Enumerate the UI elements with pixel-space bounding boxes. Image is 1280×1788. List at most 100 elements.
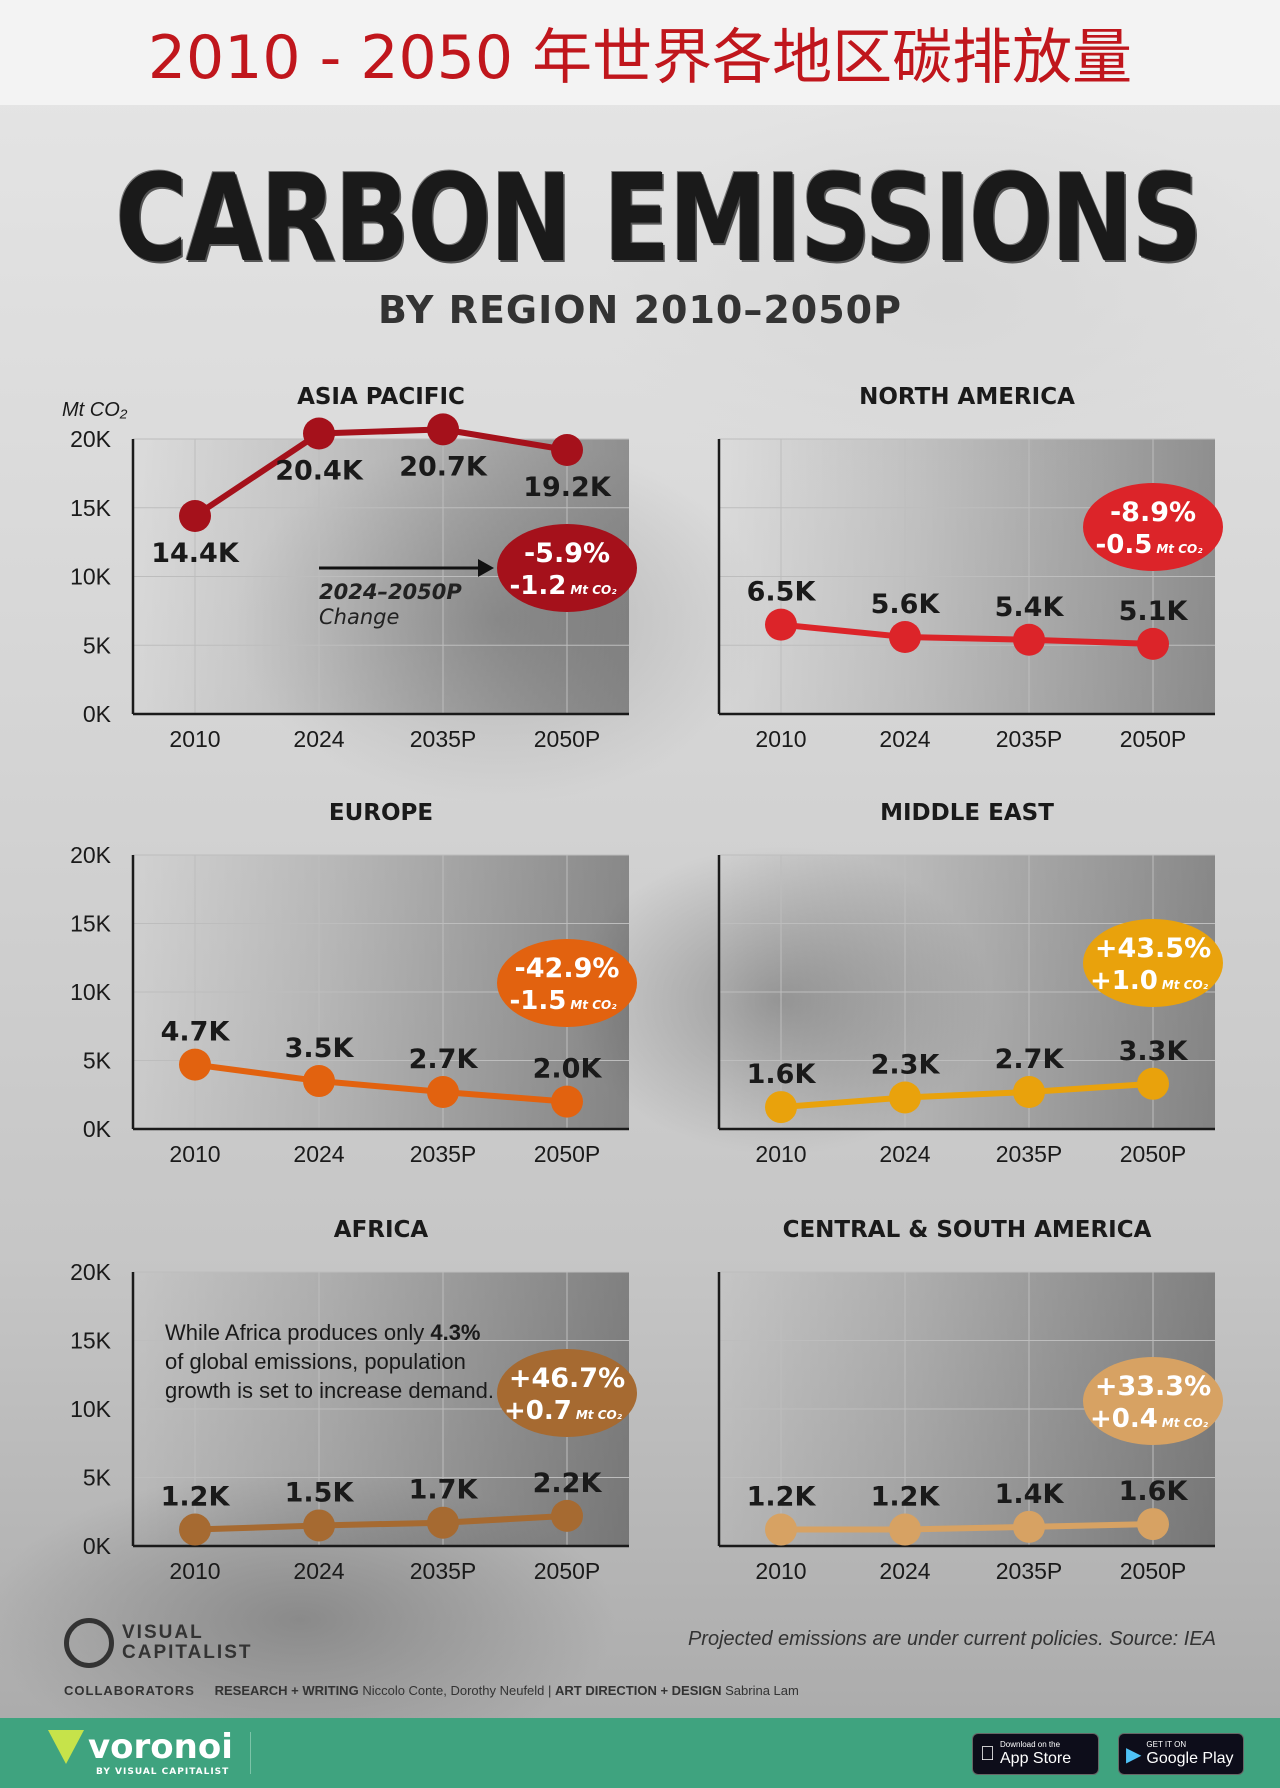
page-subtitle: BY REGION 2010–2050P bbox=[378, 288, 902, 332]
y-tick-label: 10K bbox=[70, 979, 112, 1005]
x-tick-label: 2010 bbox=[755, 1558, 806, 1584]
data-label: 19.2K bbox=[523, 472, 612, 503]
y-tick-label: 20K bbox=[70, 842, 112, 868]
change-badge bbox=[497, 524, 637, 612]
change-absolute: -1.5 Mt CO₂ bbox=[510, 986, 618, 1016]
app-store-small: Download on the bbox=[985, 1740, 1060, 1749]
change-percent: +33.3% bbox=[1095, 1371, 1211, 1402]
data-label: 1.2K bbox=[871, 1482, 941, 1513]
data-label: 1.7K bbox=[409, 1475, 479, 1506]
art-label: ART DIRECTION + DESIGN bbox=[555, 1683, 722, 1698]
voronoi-name: voronoi bbox=[88, 1727, 233, 1767]
data-point bbox=[765, 1513, 797, 1546]
data-point bbox=[303, 417, 335, 450]
chart-title: NORTH AMERICA bbox=[859, 384, 1075, 410]
note-text: of global emissions, population growth i… bbox=[165, 1349, 494, 1403]
x-tick-label: 2050P bbox=[1120, 1141, 1187, 1167]
data-label: 3.3K bbox=[1119, 1036, 1189, 1067]
x-tick-label: 2050P bbox=[534, 1141, 601, 1167]
y-tick-label: 0K bbox=[83, 701, 112, 727]
x-tick-label: 2024 bbox=[293, 1141, 344, 1167]
y-tick-label: 20K bbox=[70, 1259, 112, 1285]
collaborators: COLLABORATORS RESEARCH + WRITING Niccolo… bbox=[64, 1683, 799, 1698]
app-store-big: App Store bbox=[985, 1750, 1071, 1767]
series-line bbox=[194, 1512, 568, 1533]
data-label: 1.2K bbox=[161, 1482, 231, 1513]
annotation-text: 2024–2050P bbox=[319, 580, 462, 604]
x-tick-label: 2035P bbox=[410, 1558, 477, 1584]
data-point bbox=[889, 1513, 921, 1546]
y-tick-label: 0K bbox=[83, 1533, 112, 1559]
apple-icon:  bbox=[980, 1743, 995, 1766]
x-tick-label: 2010 bbox=[169, 1558, 220, 1584]
change-badge bbox=[497, 1349, 637, 1437]
data-label: 1.2K bbox=[747, 1482, 817, 1513]
series-line bbox=[780, 621, 1154, 647]
y-axis-label: Mt CO₂ bbox=[62, 399, 128, 421]
annotation-text: Change bbox=[319, 605, 399, 629]
vc-logo-icon bbox=[64, 1618, 114, 1668]
change-badge bbox=[1083, 1357, 1223, 1445]
x-tick-label: 2024 bbox=[879, 1141, 930, 1167]
y-tick-label: 10K bbox=[70, 564, 112, 590]
data-point bbox=[889, 621, 921, 653]
y-tick-label: 20K bbox=[70, 426, 112, 452]
change-absolute: -0.5 Mt CO₂ bbox=[1096, 530, 1204, 560]
logo-text: VISUAL bbox=[122, 1622, 204, 1643]
data-label: 5.1K bbox=[1119, 596, 1189, 627]
data-point bbox=[179, 1048, 211, 1081]
y-tick-label: 5K bbox=[83, 1465, 112, 1491]
x-tick-label: 2024 bbox=[879, 1558, 930, 1584]
data-point bbox=[303, 1065, 335, 1098]
data-point bbox=[765, 608, 797, 641]
data-point bbox=[1013, 1076, 1045, 1109]
change-unit: Mt CO₂ bbox=[1162, 978, 1209, 992]
data-point bbox=[179, 1513, 211, 1546]
visual-capitalist-logo: VISUAL CAPITALIST bbox=[64, 1618, 252, 1668]
x-tick-label: 2035P bbox=[410, 1141, 477, 1167]
voronoi-logo[interactable]: voronoi BY VISUAL CAPITALIST bbox=[48, 1727, 233, 1777]
data-point bbox=[1137, 1067, 1169, 1100]
voronoi-icon bbox=[48, 1730, 84, 1764]
data-point bbox=[551, 1499, 583, 1532]
data-point bbox=[427, 1076, 459, 1109]
y-tick-label: 0K bbox=[83, 1116, 112, 1142]
chart-title: ASIA PACIFIC bbox=[297, 384, 465, 410]
data-label: 6.5K bbox=[747, 577, 817, 608]
data-point bbox=[765, 1091, 797, 1124]
change-percent: -5.9% bbox=[524, 538, 610, 569]
x-tick-label: 2024 bbox=[293, 726, 344, 752]
data-label: 2.3K bbox=[871, 1049, 941, 1080]
series-line bbox=[194, 1061, 568, 1105]
change-unit: Mt CO₂ bbox=[1156, 542, 1203, 556]
y-tick-label: 15K bbox=[70, 495, 112, 521]
x-tick-label: 2035P bbox=[996, 1558, 1063, 1584]
art-names: Sabrina Lam bbox=[725, 1683, 799, 1698]
banner: 2010 - 2050 年世界各地区碳排放量 bbox=[0, 0, 1280, 105]
change-percent: +46.7% bbox=[509, 1363, 625, 1394]
research-label: RESEARCH + WRITING bbox=[214, 1683, 359, 1698]
logo-text: CAPITALIST bbox=[122, 1642, 253, 1663]
x-tick-label: 2010 bbox=[755, 726, 806, 752]
x-tick-label: 2035P bbox=[996, 1141, 1063, 1167]
x-tick-label: 2050P bbox=[534, 1558, 601, 1584]
data-point bbox=[551, 434, 583, 466]
data-label: 2.7K bbox=[409, 1044, 479, 1075]
arrow-head-icon bbox=[478, 559, 494, 577]
y-tick-label: 5K bbox=[83, 632, 112, 658]
chart-title: MIDDLE EAST bbox=[880, 800, 1054, 826]
data-label: 5.6K bbox=[871, 589, 941, 620]
data-label: 3.5K bbox=[285, 1033, 355, 1064]
collab-label: COLLABORATORS bbox=[64, 1683, 195, 1698]
y-tick-label: 5K bbox=[83, 1048, 112, 1074]
series-line bbox=[781, 1521, 1154, 1533]
change-badge bbox=[497, 939, 637, 1027]
x-tick-label: 2010 bbox=[169, 1141, 220, 1167]
google-play-button[interactable]: ▶ GET IT ON Google Play bbox=[1118, 1733, 1244, 1775]
divider bbox=[250, 1732, 251, 1774]
note-highlight: 4.3% bbox=[430, 1320, 481, 1345]
x-tick-label: 2050P bbox=[534, 726, 601, 752]
x-tick-label: 2010 bbox=[755, 1141, 806, 1167]
data-point bbox=[179, 500, 211, 532]
